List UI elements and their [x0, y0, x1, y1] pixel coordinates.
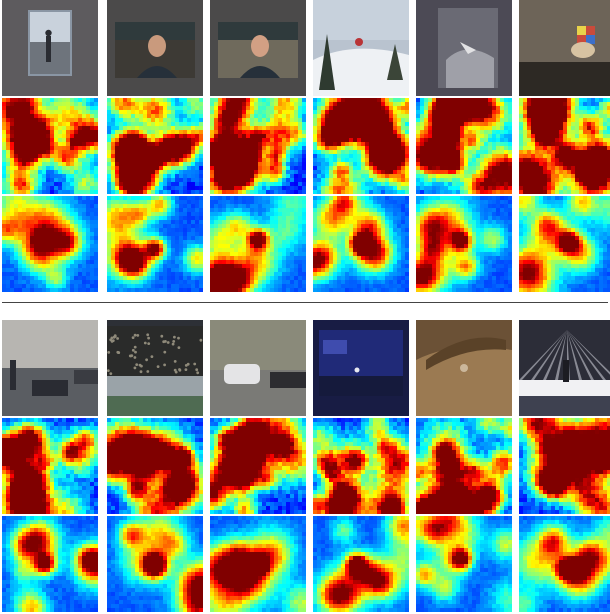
saliency-map-center [107, 196, 203, 292]
frame-row [0, 320, 610, 416]
video-frame [107, 320, 203, 416]
saliency-map-noisy [519, 98, 610, 194]
video-frame [107, 0, 203, 96]
saliency-map-center [416, 516, 512, 612]
video-frame [519, 320, 610, 416]
video-frame [210, 320, 306, 416]
saliency-map-center [519, 516, 610, 612]
saliency-row-center [0, 516, 610, 612]
saliency-row-noisy [0, 418, 610, 514]
saliency-map-center [313, 516, 409, 612]
video-frame [313, 320, 409, 416]
saliency-map-center [2, 516, 98, 612]
video-frame [416, 0, 512, 96]
saliency-map-noisy [313, 418, 409, 514]
video-frame [2, 0, 98, 96]
saliency-map-center [313, 196, 409, 292]
saliency-map-center [210, 516, 306, 612]
saliency-map-noisy [519, 418, 610, 514]
saliency-map-noisy [416, 98, 512, 194]
video-frame [519, 0, 610, 96]
video-frame [2, 320, 98, 416]
saliency-row-center [0, 196, 610, 292]
saliency-map-noisy [2, 98, 98, 194]
saliency-map-noisy [210, 418, 306, 514]
block-divider [2, 302, 608, 303]
saliency-map-noisy [2, 418, 98, 514]
saliency-map-noisy [313, 98, 409, 194]
saliency-map-center [2, 196, 98, 292]
saliency-map-center [210, 196, 306, 292]
video-frame [416, 320, 512, 416]
saliency-map-noisy [107, 98, 203, 194]
video-frame [210, 0, 306, 96]
saliency-row-noisy [0, 98, 610, 194]
saliency-map-center [107, 516, 203, 612]
frame-row [0, 0, 610, 96]
saliency-map-noisy [416, 418, 512, 514]
saliency-map-center [416, 196, 512, 292]
saliency-map-noisy [210, 98, 306, 194]
saliency-map-center [519, 196, 610, 292]
figure-block-top [0, 0, 610, 292]
video-frame [313, 0, 409, 96]
figure-block-bottom [0, 320, 610, 614]
saliency-map-noisy [107, 418, 203, 514]
